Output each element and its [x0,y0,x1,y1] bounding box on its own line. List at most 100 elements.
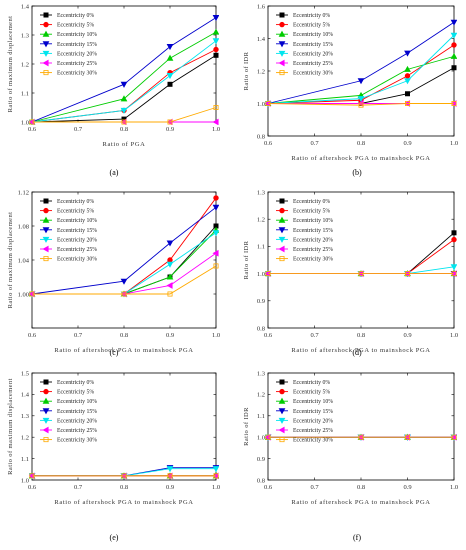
y-tick-label: 0.9 [257,298,265,305]
y-tick-label: 1.3 [21,32,29,39]
legend-entry-5: Eccentricity 20% [293,51,333,57]
legend-swatch-marker [279,21,285,28]
legend-swatch-marker [42,417,50,424]
data-point [166,261,174,268]
data-point [213,473,219,479]
legend-entry-4: Eccentricity 15% [293,42,333,48]
legend-swatch-marker [278,30,286,37]
data-point [212,230,219,237]
legend-swatch-marker [279,388,285,395]
series-line-4 [31,17,217,123]
x-tick-label: 0.9 [403,140,411,147]
legend-swatch-marker [42,216,50,223]
legend-entry-3: Eccentricity 10% [57,218,97,224]
legend-swatch-marker [278,397,286,404]
legend-entry-5: Eccentricity 20% [293,418,333,424]
x-tick-label: 0.6 [28,332,37,339]
legend-entry-2: Eccentricity 5% [57,390,94,396]
legend-entry-3: Eccentricity 10% [57,399,97,405]
y-tick-label: 0.9 [257,456,265,463]
legend-entry-2: Eccentricity 5% [57,23,94,29]
series-group [29,15,219,125]
chart-panel-3: 0.6 0.7 0.8 0.9 1.0 1.00 1.04 1.08 1.12 Ratio of … [7,189,220,354]
data-point [265,271,271,277]
panel-label-3: (c) [110,348,119,357]
legend-entry-1: Eccentricity 0% [57,199,94,205]
legend-swatch-marker [278,245,285,253]
x-tick-label: 0.9 [403,484,411,491]
x-tick-label: 0.6 [264,484,273,491]
data-point [120,95,128,102]
legend-entry-4: Eccentricity 15% [57,228,97,234]
legend-swatch-marker [278,417,286,424]
legend-swatch-marker [278,50,286,57]
legend-swatch-marker [278,216,286,223]
x-tick-label: 0.8 [120,332,128,339]
legend-entry-6: Eccentricity 25% [293,428,333,434]
x-tick-label: 1.0 [450,484,458,491]
data-point [213,46,219,53]
y-tick-label: 1.2 [21,61,29,68]
y-tick-label: 1.2 [21,435,29,442]
series-line-7 [267,103,454,106]
x-tick-label: 1.0 [212,484,220,491]
series-line-1 [31,54,217,123]
data-point [213,195,219,201]
data-point [451,101,457,107]
legend-entry-3: Eccentricity 10% [293,32,333,38]
legend-entry-5: Eccentricity 20% [293,237,333,243]
data-point [166,240,174,247]
legend-swatch-marker [42,245,49,253]
legend-swatch-marker [43,388,49,395]
y-tick-label: 0.8 [257,133,265,140]
series-line-4 [31,206,217,295]
series-line-7 [32,107,217,123]
panel-label-1: (a) [110,168,119,177]
x-axis-label: Ratio of aftershock PGA to mainshock PGA [291,155,430,162]
chart-panel-4: 0.6 0.7 0.8 0.9 1.0 0.8 0.9 1.0 1.1 1.2 1.3 Ratio o… [243,189,458,354]
data-point [451,236,457,243]
legend-swatch-marker [279,198,285,204]
y-tick-label: 1.08 [18,223,29,230]
data-point [451,230,457,236]
y-tick-label: 1.0 [257,271,265,278]
data-point [212,466,219,473]
y-tick-label: 1.04 [18,257,30,264]
data-point [358,102,364,108]
data-point [451,42,457,48]
data-point [450,52,457,59]
data-point [357,96,365,103]
legend-swatch-marker [42,59,49,67]
panel-label-2: (b) [352,168,362,177]
legend-entry-4: Eccentricity 15% [293,228,333,234]
x-tick-label: 0.9 [166,484,174,491]
legend-entry-7: Eccentricity 30% [57,438,97,444]
x-tick-label: 1.0 [212,332,220,339]
data-point [212,15,219,22]
legend-entry-7: Eccentricity 30% [293,257,333,263]
data-point [265,434,271,440]
legend-entry-7: Eccentricity 30% [57,257,97,263]
data-point [404,91,410,97]
data-point [404,271,410,277]
y-tick-label: 1.4 [21,3,30,10]
x-tick-label: 0.8 [120,484,128,491]
legend-entry-1: Eccentricity 0% [293,199,330,205]
data-point [450,264,457,271]
legend-swatch-marker [42,41,50,48]
data-point [166,282,173,289]
legend-swatch-marker [43,207,49,214]
x-tick-label: 0.8 [357,140,365,147]
legend-swatch-marker [278,426,285,434]
legend-swatch-marker [42,227,50,234]
x-tick-label: 1.0 [450,332,458,339]
y-tick-label: 1.12 [18,189,29,196]
legend-swatch-marker [279,70,285,76]
x-axis-label: Ratio of aftershock PGA to mainshock PGA [54,347,193,354]
series-group [265,433,457,441]
legend-entry-6: Eccentricity 25% [293,61,333,67]
series-line-5 [267,34,455,104]
y-tick-label: 1.1 [21,456,29,463]
legend-swatch-marker [278,59,285,67]
